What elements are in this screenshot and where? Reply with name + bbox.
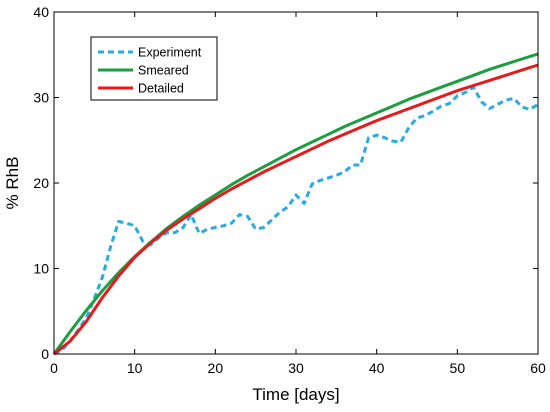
y-axis-label: % RhB <box>3 157 22 210</box>
y-tick-label: 0 <box>41 346 49 362</box>
legend: Experiment Smeared Detailed <box>90 36 218 101</box>
y-tick-label: 30 <box>33 90 49 106</box>
axis-tick-labels: 0 10 20 30 40 50 60 0 10 20 30 40 <box>33 4 546 376</box>
x-tick-label: 20 <box>208 360 224 376</box>
x-tick-label: 0 <box>50 360 58 376</box>
x-tick-label: 50 <box>450 360 466 376</box>
series-line-experiment <box>53 85 539 356</box>
x-tick-label: 40 <box>369 360 385 376</box>
series-line-detailed <box>53 63 539 356</box>
plot-lines <box>52 52 539 356</box>
x-tick-label: 60 <box>530 360 546 376</box>
y-tick-label: 20 <box>33 175 49 191</box>
x-tick-label: 30 <box>288 360 304 376</box>
x-tick-label: 10 <box>127 360 143 376</box>
axis-ticks <box>53 11 539 355</box>
legend-label-detailed: Detailed <box>138 82 184 96</box>
y-tick-label: 10 <box>33 261 49 277</box>
legend-label-experiment: Experiment <box>138 46 202 60</box>
x-axis-label: Time [days] <box>252 385 339 404</box>
legend-label-smeared: Smeared <box>138 64 189 78</box>
y-tick-label: 40 <box>33 4 49 20</box>
